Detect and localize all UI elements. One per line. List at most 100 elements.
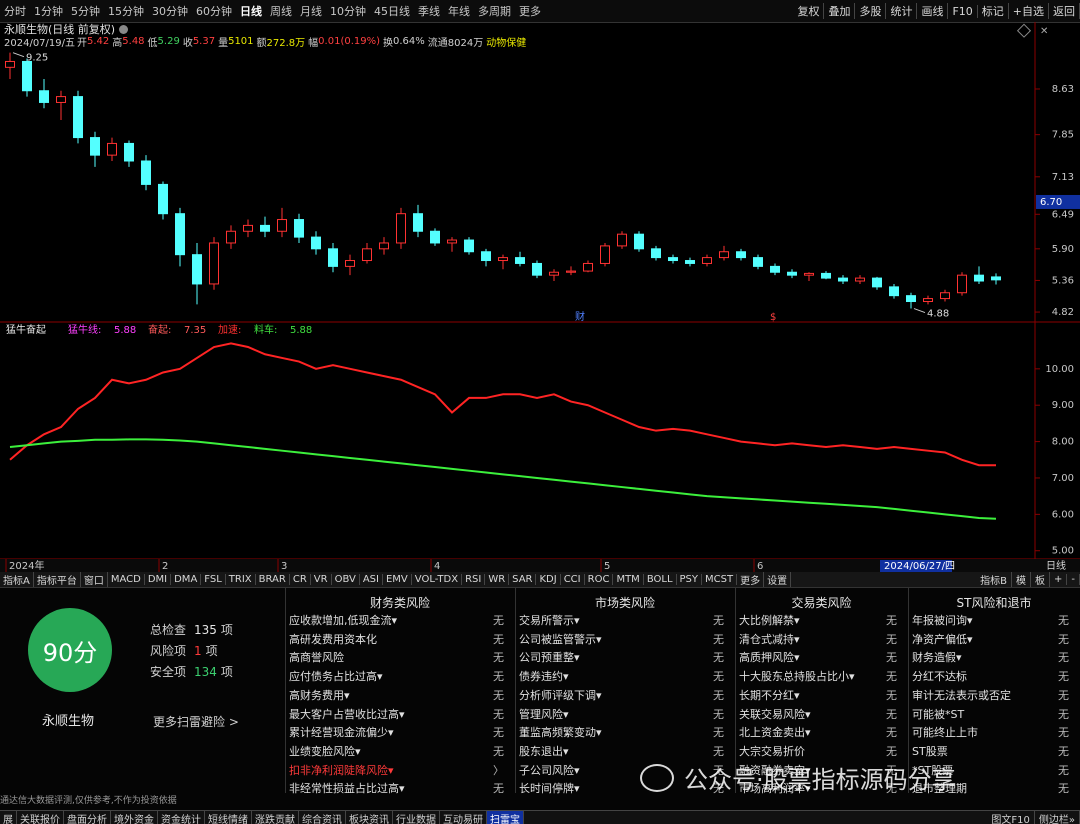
period-tab[interactable]: 60分钟 — [196, 5, 232, 18]
tool-button[interactable]: 复权 — [793, 3, 825, 19]
indicator-tab[interactable]: MTM — [613, 574, 644, 585]
risk-item[interactable]: 大宗交易折价 — [739, 744, 805, 758]
tool-button[interactable]: F10 — [948, 4, 978, 18]
bottom-tab[interactable]: 综合资讯 — [299, 810, 346, 824]
risk-item[interactable]: 审计无法表示或否定 — [912, 688, 1011, 702]
indicator-tab[interactable]: 板 — [1031, 572, 1050, 587]
risk-item[interactable]: 高质押风险▾ — [739, 651, 800, 665]
period-tab[interactable]: 15分钟 — [108, 5, 144, 18]
risk-item[interactable]: 大比例解禁▾ — [739, 614, 800, 627]
bottom-tab[interactable]: 涨跌贡献 — [252, 810, 299, 824]
risk-item[interactable]: 股东退出▾ — [519, 744, 569, 758]
risk-item[interactable]: 业绩变脸风险▾ — [289, 744, 361, 758]
risk-item[interactable]: 市场高利润率▾ — [739, 782, 811, 796]
bottom-tab[interactable]: 扫雷宝 — [487, 810, 524, 824]
risk-item[interactable]: 可能被*ST — [912, 707, 965, 721]
risk-item[interactable]: 公司被监管警示▾ — [519, 632, 602, 646]
indicator-tab[interactable]: RSI — [462, 574, 486, 585]
bottom-tab[interactable]: 侧边栏» — [1035, 810, 1080, 824]
risk-item[interactable]: 债券违约▾ — [519, 670, 569, 684]
close-icon[interactable]: ✕ — [1040, 26, 1048, 37]
indicator-tab[interactable]: OBV — [332, 574, 360, 585]
indicator-tab[interactable]: CR — [290, 574, 311, 585]
risk-item[interactable]: *ST股票 — [912, 763, 954, 777]
risk-item[interactable]: 应付债务占比过高▾ — [289, 670, 383, 684]
indicator-tab[interactable]: + — [1050, 574, 1068, 585]
indicator-tab[interactable]: 指标A — [0, 572, 34, 587]
period-tab[interactable]: 分时 — [4, 5, 26, 18]
tool-button[interactable]: 标记 — [978, 3, 1009, 19]
risk-item[interactable]: 年报被问询▾ — [912, 614, 973, 627]
indicator-tab[interactable]: KDJ — [536, 574, 561, 585]
dropdown-icon[interactable] — [119, 24, 129, 34]
indicator-tab[interactable]: VOL-TDX — [412, 574, 463, 585]
indicator-tab[interactable]: CCI — [561, 574, 585, 585]
risk-item[interactable]: 分红不达标 — [912, 670, 967, 684]
indicator-tab[interactable]: 窗口 — [81, 572, 108, 587]
period-tab[interactable]: 月线 — [300, 5, 322, 18]
indicator-tab[interactable]: ASI — [360, 574, 383, 585]
period-tab[interactable]: 5分钟 — [71, 5, 100, 18]
indicator-tab[interactable]: DMI — [145, 574, 172, 585]
risk-item[interactable]: 退市整理期 — [912, 782, 967, 796]
bottom-tab[interactable]: 短线情绪 — [205, 810, 252, 824]
indicator-tab[interactable]: FSL — [201, 574, 226, 585]
bottom-tab[interactable]: 关联报价 — [17, 810, 64, 824]
indicator-tab[interactable]: 更多 — [737, 572, 765, 587]
risk-item[interactable]: 十大股东总持股占比小▾ — [739, 670, 855, 684]
more-link[interactable]: 更多扫雷避险 > — [153, 715, 239, 729]
bottom-tab[interactable]: 图文F10 — [987, 810, 1035, 824]
bottom-tab[interactable]: 行业数据 — [393, 810, 440, 824]
indicator-tab[interactable]: MCST — [702, 574, 738, 585]
period-tab[interactable]: 更多 — [519, 5, 541, 18]
period-tab[interactable]: 年线 — [448, 5, 470, 18]
period-tab[interactable]: 1分钟 — [34, 5, 63, 18]
indicator-tab[interactable]: VR — [311, 574, 332, 585]
indicator-tab[interactable]: PSY — [677, 574, 703, 585]
period-tab[interactable]: 日线 — [240, 5, 262, 18]
period-tab[interactable]: 30分钟 — [152, 5, 188, 18]
risk-item[interactable]: 清仓式减持▾ — [739, 632, 800, 646]
risk-item[interactable]: 财务造假▾ — [912, 651, 962, 665]
bottom-tab[interactable]: 展 — [0, 810, 17, 824]
window-icon[interactable] — [1016, 23, 1032, 38]
risk-item[interactable]: 管理风险▾ — [519, 707, 569, 721]
period-tab[interactable]: 周线 — [270, 5, 292, 18]
risk-item[interactable]: 净资产偏低▾ — [912, 632, 973, 646]
indicator-tab[interactable]: 模 — [1012, 572, 1031, 587]
risk-item[interactable]: 累计经营现金流偏少▾ — [289, 726, 394, 740]
indicator-tab[interactable]: MACD — [108, 574, 145, 585]
risk-item[interactable]: ST股票 — [912, 744, 948, 758]
period-tab[interactable]: 季线 — [418, 5, 440, 18]
risk-item[interactable]: 高商誉风险 — [289, 651, 344, 665]
tool-button[interactable]: 返回 — [1049, 3, 1080, 19]
indicator-tab[interactable]: - — [1067, 574, 1080, 585]
indicator-tab[interactable]: 指标平台 — [34, 572, 81, 587]
risk-item[interactable]: 子公司风险▾ — [519, 763, 580, 777]
tool-button[interactable]: 画线 — [917, 3, 949, 19]
risk-item[interactable]: 分析师评级下调▾ — [519, 688, 602, 702]
indicator-tab[interactable]: BRAR — [256, 574, 290, 585]
indicator-tab[interactable]: 设置 — [764, 572, 792, 587]
bottom-tab[interactable]: 资金统计 — [158, 810, 205, 824]
risk-item[interactable]: 可能终止上市 — [912, 726, 978, 740]
risk-item[interactable]: 非经常性损益占比过高▾ — [289, 782, 405, 796]
risk-item[interactable]: 最大客户占营收比过高▾ — [289, 707, 405, 721]
indicator-tab[interactable]: DMA — [171, 574, 202, 585]
bottom-tab[interactable]: 互动易研 — [440, 810, 487, 824]
risk-item[interactable]: 北上资金卖出▾ — [739, 726, 811, 740]
period-tab[interactable]: 45日线 — [374, 5, 410, 18]
tool-button[interactable]: +自选 — [1009, 3, 1049, 19]
period-tab[interactable]: 10分钟 — [330, 5, 366, 18]
indicator-tab[interactable]: TRIX — [226, 574, 256, 585]
indicator-tab[interactable]: SAR — [509, 574, 537, 585]
indicator-tab[interactable]: WR — [485, 574, 510, 585]
risk-item[interactable]: 董监高频繁变动▾ — [519, 726, 602, 740]
indicator-tab[interactable]: BOLL — [644, 574, 677, 585]
risk-item[interactable]: 公司预重整▾ — [519, 651, 580, 665]
indicator-tab[interactable]: ROC — [585, 574, 614, 585]
tool-button[interactable]: 叠加 — [824, 3, 856, 19]
risk-item[interactable]: 扣非净利润陡降风险▾ — [289, 763, 394, 777]
period-tab[interactable]: 多周期 — [478, 5, 511, 18]
bottom-tab[interactable]: 盘面分析 — [64, 810, 111, 824]
